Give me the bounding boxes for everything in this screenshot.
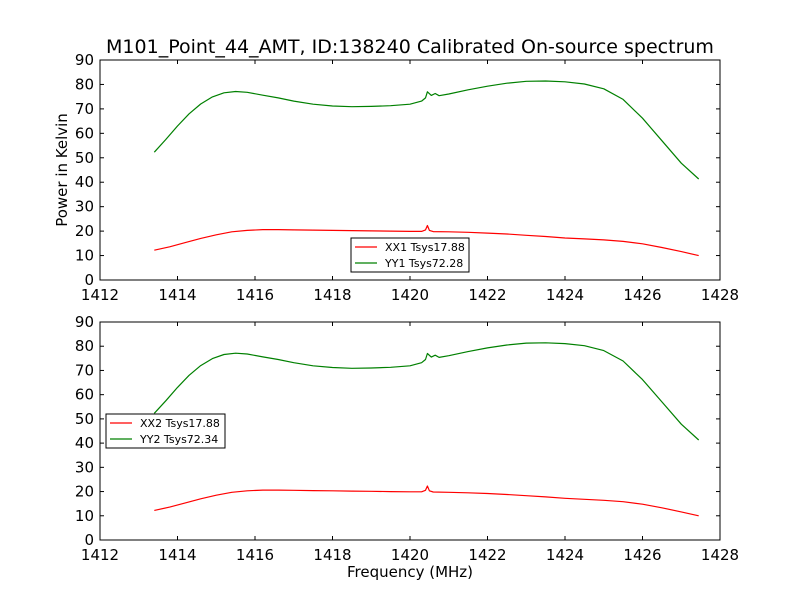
y-axis-label: Power in Kelvin xyxy=(53,113,71,227)
y-tick-label: 90 xyxy=(75,51,94,69)
x-tick-label: 1428 xyxy=(701,286,739,304)
x-tick-label: 1412 xyxy=(81,546,119,564)
x-tick-label: 1426 xyxy=(623,546,661,564)
plots-group: 1412 1414 1416 1418 1420 1422 1424 1426 1428 0 10 2… xyxy=(75,51,739,564)
series-line-xx2 xyxy=(154,485,699,517)
y-tick-label: 20 xyxy=(75,222,94,240)
x-tick-label: 1414 xyxy=(158,286,196,304)
y-tick-label: 50 xyxy=(75,149,94,167)
series-line-yy1 xyxy=(153,80,700,180)
legend-label: YY2 Tsys72.34 xyxy=(139,433,218,446)
legend-box xyxy=(105,413,226,449)
y-tick-label: 0 xyxy=(84,271,94,289)
y-tick-label: 80 xyxy=(75,75,94,93)
legend-label: XX2 Tsys17.88 xyxy=(140,417,220,430)
x-tick-label: 1424 xyxy=(546,546,584,564)
chart-title: M101_Point_44_AMT, ID:138240 Calibrated … xyxy=(106,36,714,58)
series-line-xx1 xyxy=(154,224,699,257)
y-tick-label: 60 xyxy=(75,124,94,142)
y-tick-label: 70 xyxy=(75,100,94,118)
legend-label: YY1 Tsys72.28 xyxy=(384,257,463,270)
x-tick-label: 1418 xyxy=(313,286,351,304)
x-tick-label: 1424 xyxy=(546,286,584,304)
x-tick-label: 1420 xyxy=(391,286,429,304)
x-tick-label: 1416 xyxy=(236,546,274,564)
x-tick-label: 1416 xyxy=(236,286,274,304)
y-tick-label: 90 xyxy=(75,313,94,331)
x-tick-label: 1420 xyxy=(391,546,429,564)
legend: XX2 Tsys17.88 YY2 Tsys72.34 xyxy=(105,413,226,449)
x-tick-label: 1422 xyxy=(468,286,506,304)
legend-box xyxy=(350,237,470,273)
y-tick-label: 40 xyxy=(75,434,94,452)
y-tick-label: 10 xyxy=(75,247,94,265)
y-tick-label: 10 xyxy=(75,507,94,525)
y-tick-label: 60 xyxy=(75,386,94,404)
series-line-yy2 xyxy=(153,342,700,441)
y-tick-label: 50 xyxy=(75,410,94,428)
x-tick-label: 1414 xyxy=(158,546,196,564)
y-tick-label: 80 xyxy=(75,337,94,355)
y-tick-label: 40 xyxy=(75,173,94,191)
legend: XX1 Tsys17.88 YY1 Tsys72.28 xyxy=(350,237,470,273)
y-tick-label: 30 xyxy=(75,458,94,476)
plot-2: 1412 1414 1416 1418 1420 1422 1424 1426 1428 0 10 2… xyxy=(75,313,739,564)
y-tick-label: 0 xyxy=(84,531,94,549)
x-tick-label: 1428 xyxy=(701,546,739,564)
x-axis-label: Frequency (MHz) xyxy=(347,563,473,581)
x-tick-label: 1422 xyxy=(468,546,506,564)
x-tick-label: 1426 xyxy=(623,286,661,304)
legend-label: XX1 Tsys17.88 xyxy=(385,241,465,254)
x-tick-label: 1418 xyxy=(313,546,351,564)
y-tick-label: 20 xyxy=(75,483,94,501)
y-tick-label: 70 xyxy=(75,361,94,379)
x-tick-label: 1412 xyxy=(81,286,119,304)
plot-1: 1412 1414 1416 1418 1420 1422 1424 1426 1428 0 10 2… xyxy=(75,51,739,304)
y-tick-label: 30 xyxy=(75,198,94,216)
